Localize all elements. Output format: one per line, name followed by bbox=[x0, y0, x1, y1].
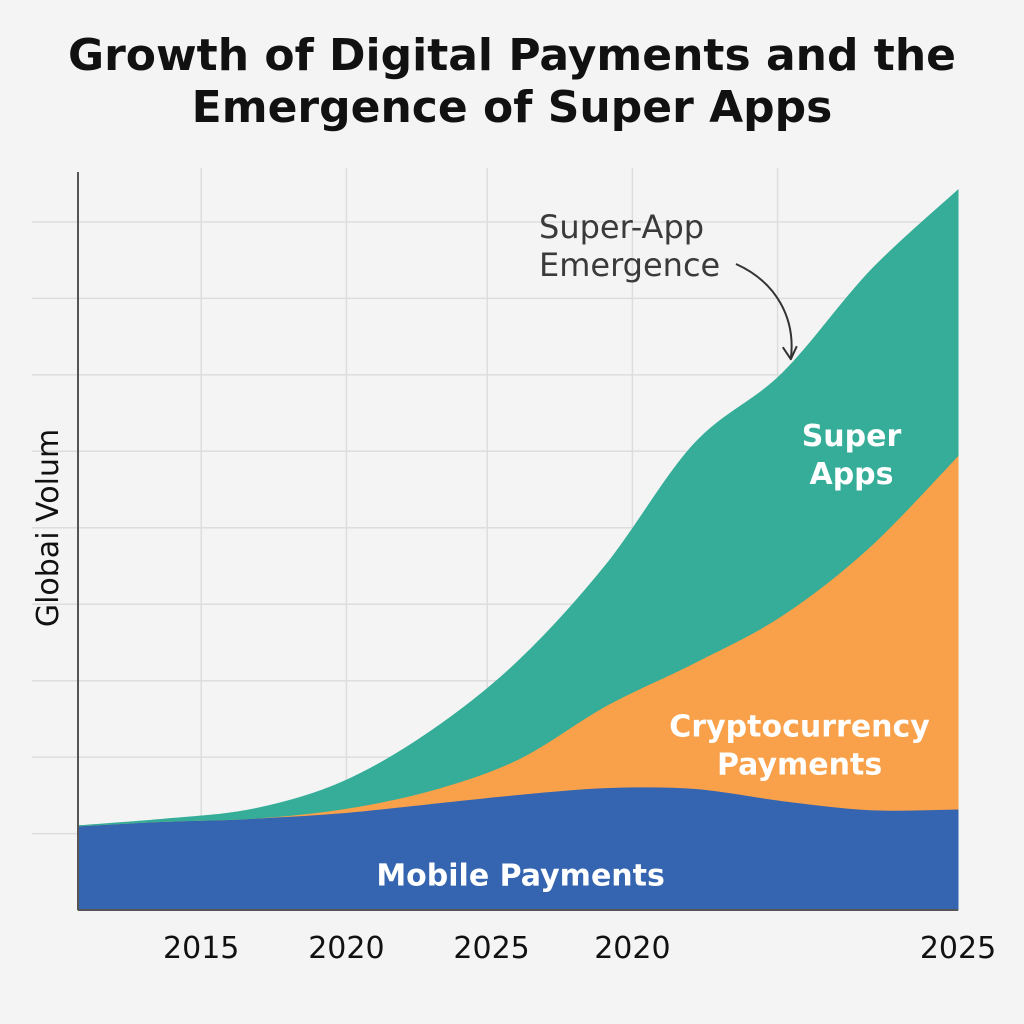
area-series-group bbox=[77, 188, 959, 911]
annotation-text-line: Emergence bbox=[539, 246, 720, 284]
area-label-text: Cryptocurrency bbox=[669, 710, 930, 745]
annotation-arrow bbox=[735, 263, 793, 360]
y-axis-label: Globai Volum bbox=[31, 429, 66, 627]
area-super-apps bbox=[77, 188, 959, 827]
chart-title: Growth of Digital Payments and the Emerg… bbox=[0, 30, 1024, 134]
annotation-text-line: Super-App bbox=[539, 208, 704, 246]
x-tick-label: 2025 bbox=[920, 931, 996, 966]
chart-title-line-2: Emergence of Super Apps bbox=[191, 82, 833, 133]
area-label-text: Payments bbox=[717, 748, 882, 783]
x-tick-label: 2015 bbox=[163, 931, 239, 966]
chart-title-line-1: Growth of Digital Payments and the bbox=[67, 30, 957, 81]
y-axis-label-group: Globai Volum bbox=[31, 429, 66, 627]
area-label-text: Apps bbox=[809, 457, 893, 492]
area-label-text: Super bbox=[802, 419, 902, 454]
x-tick-label: 2020 bbox=[594, 931, 670, 966]
x-tick-labels: 2015 2020 2025 2020 2025 bbox=[163, 931, 996, 966]
area-label-text: Mobile Payments bbox=[376, 859, 665, 894]
axes bbox=[77, 172, 958, 911]
x-tick-label: 2025 bbox=[453, 931, 529, 966]
arrow-head-icon bbox=[781, 345, 798, 361]
x-tick-label: 2020 bbox=[308, 931, 384, 966]
